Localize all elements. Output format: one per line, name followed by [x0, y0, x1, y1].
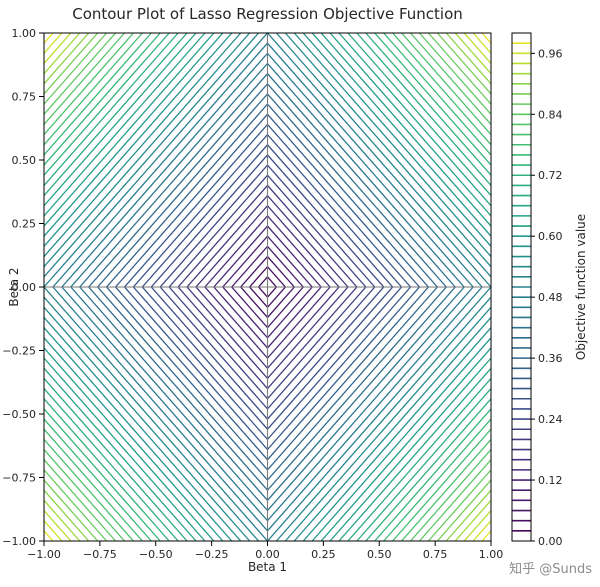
x-tick-label: 0.00 [255, 548, 280, 561]
colorbar-tick-label: 0.12 [538, 474, 563, 487]
x-tick-label: −0.25 [195, 548, 229, 561]
colorbar-tick-label: 0.72 [538, 169, 563, 182]
x-tick-label: −1.00 [27, 548, 61, 561]
x-tick-label: 0.25 [311, 548, 336, 561]
x-tick-label: −0.50 [139, 548, 173, 561]
contour-line [43, 32, 492, 542]
contour-line [43, 32, 492, 542]
contour-line [43, 32, 492, 542]
contour-line [43, 32, 492, 542]
contour-line [43, 32, 492, 542]
contour-line [43, 32, 492, 542]
contour-line [43, 32, 492, 542]
contour-line [43, 32, 492, 542]
colorbar-tick-label: 0.24 [538, 413, 563, 426]
contour-line [43, 32, 492, 542]
contour-line [43, 32, 492, 542]
contour-line [43, 32, 492, 542]
x-tick-label: 0.75 [423, 548, 448, 561]
contour-line [43, 32, 492, 542]
y-tick-label: 0.00 [12, 281, 37, 294]
x-tick-label: 0.50 [367, 548, 392, 561]
colorbar-tick-label: 0.36 [538, 352, 563, 365]
colorbar-border [511, 32, 532, 542]
colorbar-tick-label: 0.00 [538, 535, 563, 548]
y-tick-label: 0.50 [12, 154, 37, 167]
contour-line [43, 32, 492, 542]
x-axis-label: Beta 1 [247, 560, 288, 574]
contour-line [43, 32, 492, 542]
y-tick-label: −0.50 [2, 408, 36, 421]
contour-line [43, 32, 492, 542]
contour-line [43, 32, 492, 542]
colorbar-tick-label: 0.96 [538, 47, 563, 60]
y-tick-label: −1.00 [2, 535, 36, 548]
contour-line [43, 32, 492, 542]
contour-line [43, 32, 492, 542]
x-tick-label: −0.75 [83, 548, 117, 561]
contour-line [43, 32, 492, 542]
y-tick-label: −0.25 [2, 345, 36, 358]
contour-line [43, 32, 492, 542]
contour-line [43, 32, 492, 542]
chart-title: Contour Plot of Lasso Regression Objecti… [72, 5, 463, 23]
colorbar-tick-label: 0.84 [538, 108, 563, 121]
colorbar-tick-label: 0.60 [538, 230, 563, 243]
y-tick-label: 0.75 [12, 91, 37, 104]
contour-line [43, 32, 492, 542]
colorbar-tick-label: 0.48 [538, 291, 563, 304]
y-tick-label: 0.25 [12, 218, 37, 231]
y-tick-label: −0.75 [2, 472, 36, 485]
x-tick-label: 1.00 [479, 548, 504, 561]
y-tick-label: 1.00 [12, 27, 37, 40]
contour-line [43, 32, 492, 542]
contour-line [43, 32, 492, 542]
watermark: 知乎 @Sunds [509, 562, 592, 577]
